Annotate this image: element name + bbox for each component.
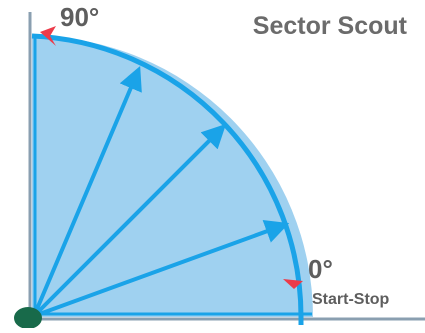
origin-point xyxy=(14,307,42,329)
start-stop-label: Start-Stop xyxy=(312,291,390,308)
scan-arrows xyxy=(32,65,290,318)
angle-label-90: 90° xyxy=(60,2,100,32)
scan-arrow-2 xyxy=(32,123,227,318)
scan-arrow-3 xyxy=(32,65,142,318)
bottom-start-marker xyxy=(283,279,303,289)
sector-arc xyxy=(31,33,304,318)
scan-arrow-1 xyxy=(32,220,290,318)
diagram-title: Sector Scout xyxy=(252,12,407,40)
top-stop-marker xyxy=(40,26,56,46)
angle-label-0: 0° xyxy=(308,254,333,284)
